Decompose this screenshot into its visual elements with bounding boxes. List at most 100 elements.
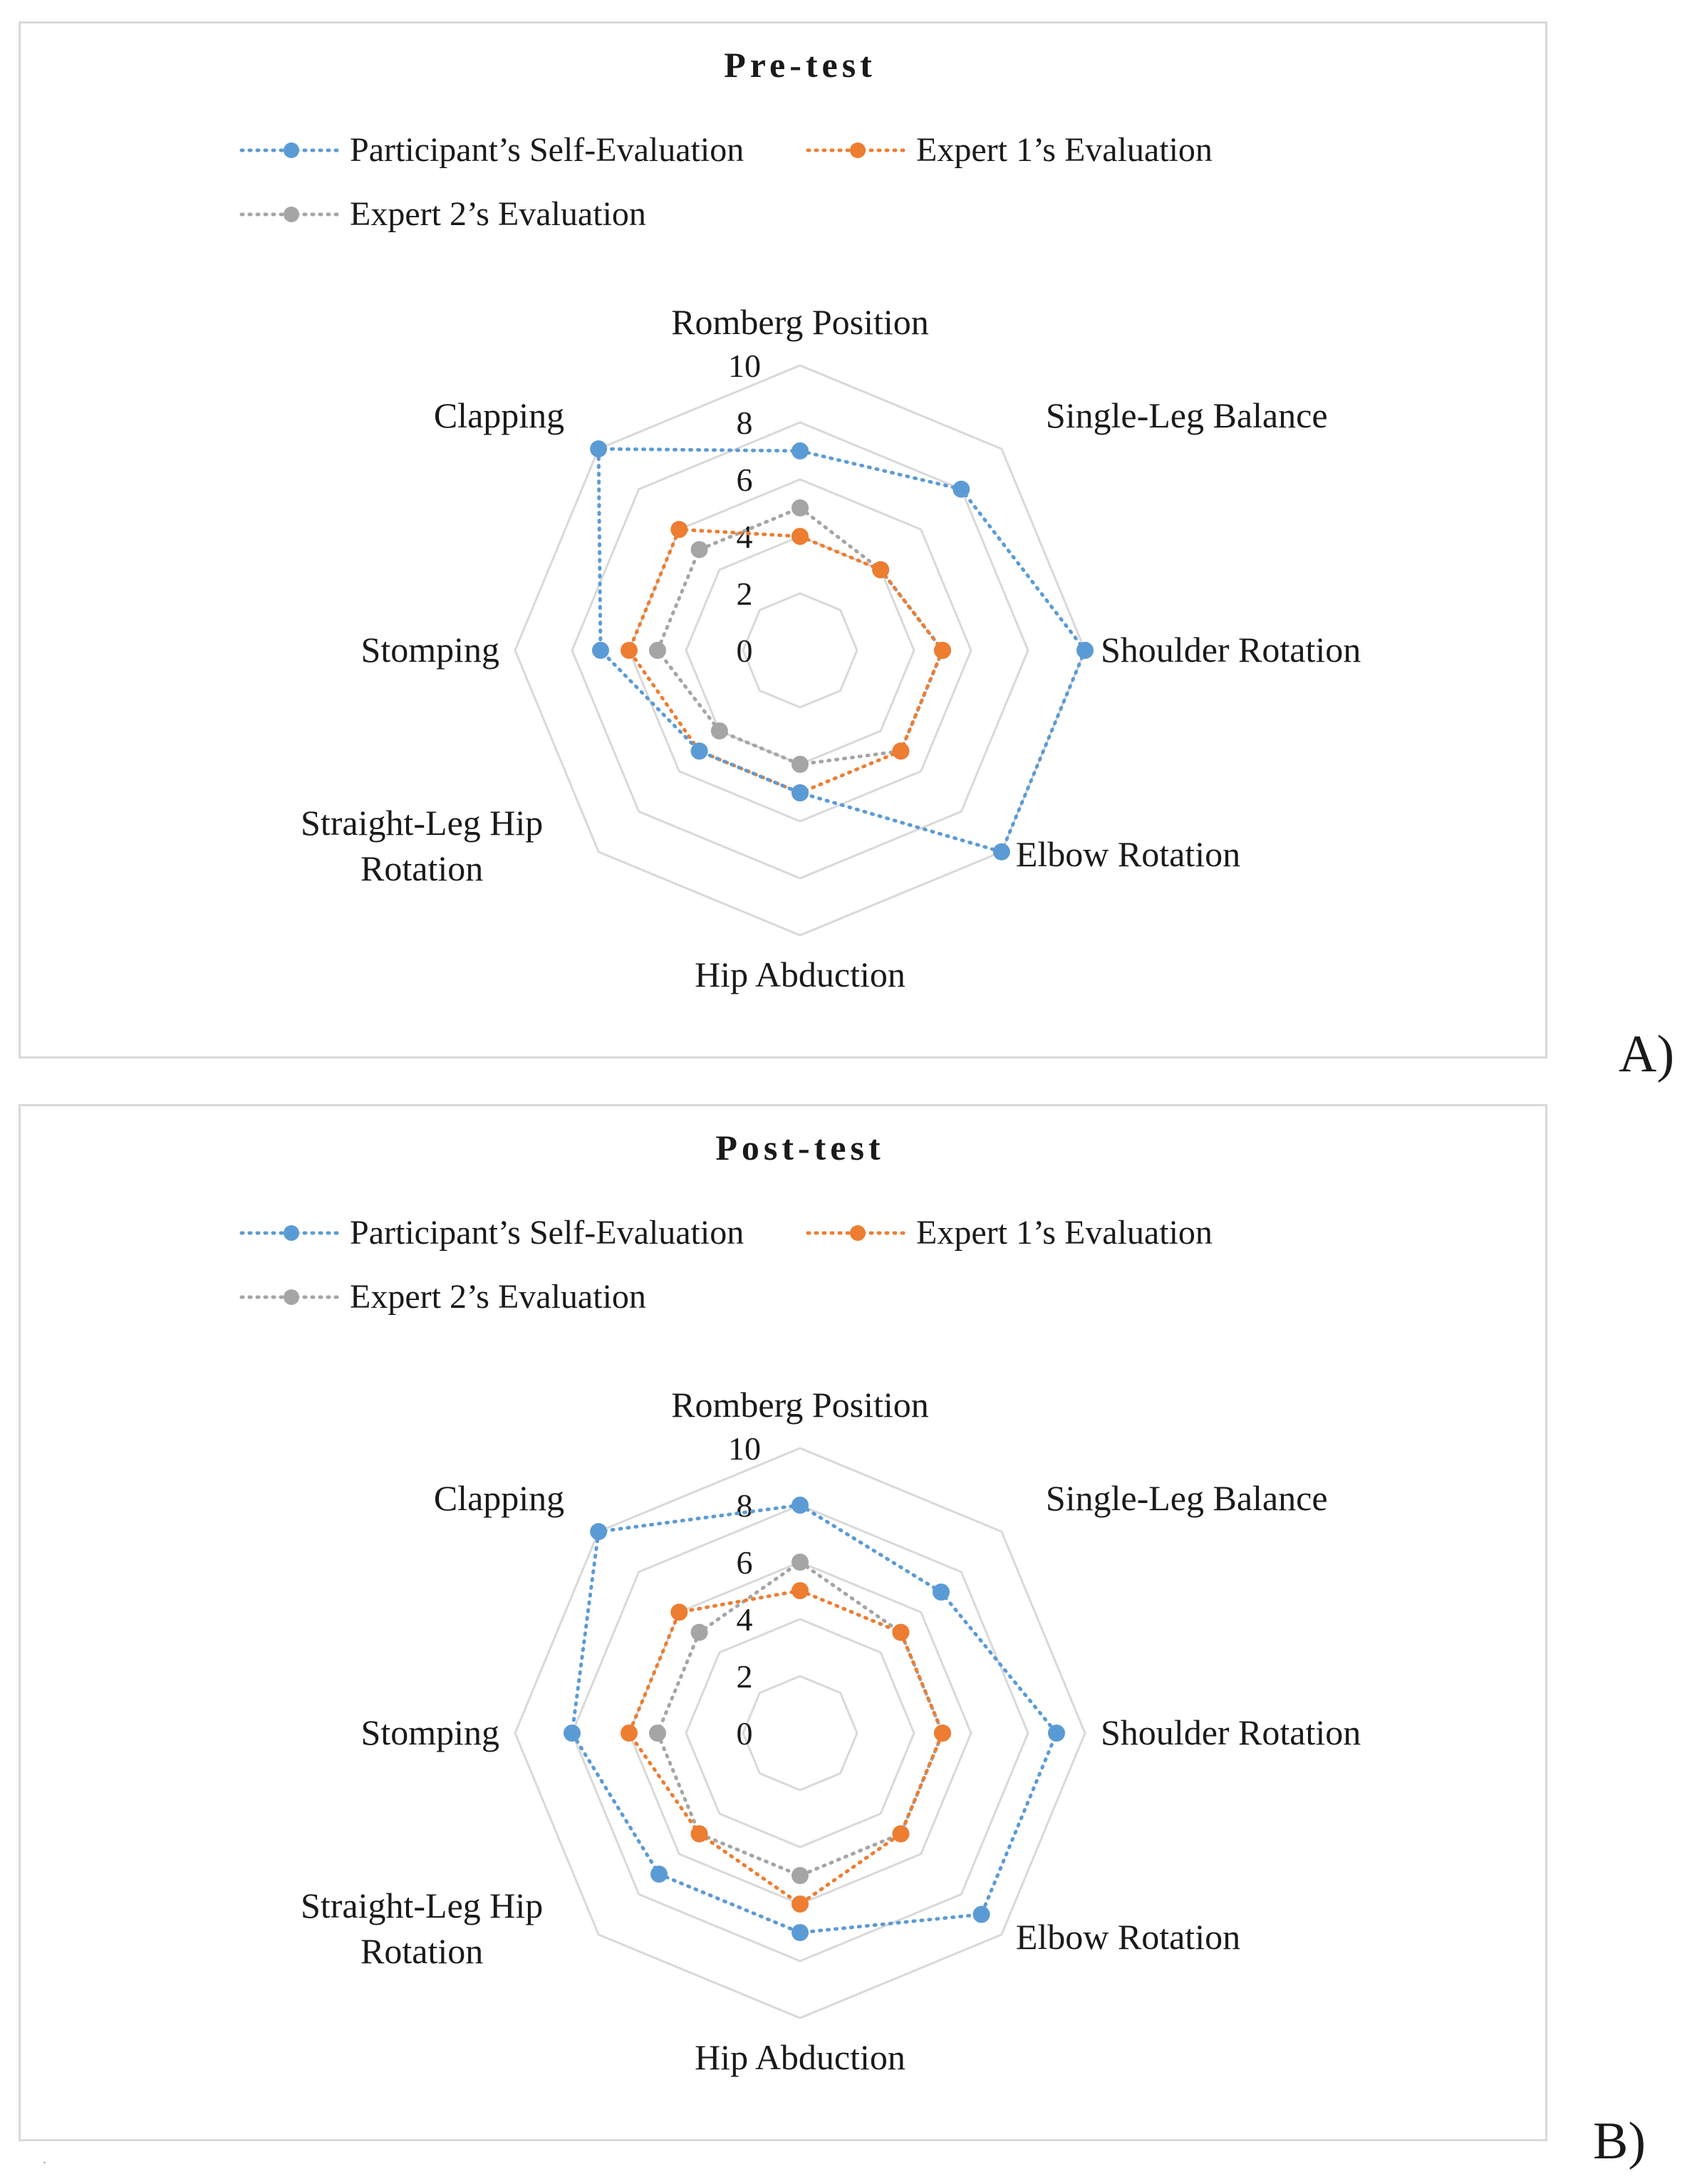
data-point-expert1-hip-abduction [792,1896,809,1913]
data-point-expert2-stomping [649,1725,666,1742]
grid-ring-6 [628,478,972,823]
data-point-participant-hip-abduction [792,784,809,801]
tick-label-10: 10 [728,1430,761,1467]
chart-title: Pre-test [724,45,876,85]
data-point-expert1-romberg-position [792,528,809,545]
legend-label-participant: Participant’s Self-Evaluation [350,1214,744,1252]
legend-marker-expert2 [284,1289,299,1305]
data-point-expert1-elbow-rotation [892,742,910,760]
series-line-participant [596,447,1087,854]
data-point-expert2-romberg-position [792,499,809,516]
data-point-expert1-single-leg-balance [892,1623,910,1641]
axis-label-line-1: Straight-Leg Hip [301,1886,543,1925]
data-point-expert2-romberg-position [792,1554,809,1571]
tick-label-10: 10 [728,348,761,384]
data-point-participant-clapping [590,1523,608,1541]
legend-item-expert1: Expert 1’s Evaluation [806,1214,1213,1252]
data-point-participant-hip-abduction [792,1924,809,1941]
data-point-expert1-single-leg-balance [872,561,890,578]
data-point-participant-elbow-rotation [992,843,1010,860]
data-point-participant-single-leg-balance [953,480,970,498]
data-point-participant-stomping [564,1725,581,1742]
legend-marker-expert1 [850,1225,866,1241]
panel-label-a: A) [1619,1025,1675,1083]
data-point-expert2-hip-abduction [792,756,809,773]
series-participant [564,1497,1065,1941]
series-line-expert1 [627,1588,945,1907]
axis-label-clapping: Clapping [434,395,564,435]
data-point-participant-straight-leg-hip-rotation [690,742,708,760]
axis-label-line-2: Rotation [360,848,483,888]
data-point-expert1-straight-leg-hip-rotation [690,1825,708,1843]
data-point-expert1-clapping [670,521,688,539]
legend-marker-expert2 [284,207,299,222]
axis-label-straight-leg-hip-rotation: Straight-Leg Hip Rotation [301,1886,543,1971]
grid-ring-2 [742,592,858,709]
data-point-expert1-stomping [621,1725,638,1742]
post-test-radar-chart: Post-test Participant’s Self-Evaluation Ex… [239,1128,1361,2077]
series-line-expert2 [655,1559,945,1878]
data-point-expert1-shoulder-rotation [934,642,951,659]
tick-label-2: 2 [737,1658,753,1695]
data-point-expert1-romberg-position [792,1582,809,1599]
axis-label-shoulder-rotation: Shoulder Rotation [1101,630,1361,670]
axis-label-hip-abduction: Hip Abduction [695,955,905,994]
grid-ring-2 [742,1675,858,1792]
chart-panel-pre-test: Pre-test Participant’s Self-Evaluation Exp… [19,21,1547,1059]
data-point-expert2-hip-abduction [792,1867,809,1884]
legend-label-expert2: Expert 2’s Evaluation [350,195,646,233]
tick-label-0: 0 [737,633,753,669]
axis-label-single-leg-balance: Single-Leg Balance [1046,1478,1328,1518]
axis-label-hip-abduction: Hip Abduction [695,2037,905,2077]
radar-grid [514,364,1086,937]
chart-title: Post-test [715,1128,884,1168]
data-point-participant-romberg-position [792,1497,809,1514]
data-point-participant-shoulder-rotation [1076,642,1094,659]
data-point-expert1-shoulder-rotation [934,1725,951,1742]
tick-label-4: 4 [737,519,753,555]
grid-ring-10 [514,364,1086,937]
grid-ring-8 [571,1504,1029,1962]
tick-label-8: 8 [737,405,753,441]
legend-label-expert1: Expert 1’s Evaluation [916,1214,1213,1252]
data-point-expert2-straight-leg-hip-rotation [710,722,728,740]
footnote-mark: . [43,2151,46,2167]
chart-panel-post-test: Post-test Participant’s Self-Evaluation Ex… [19,1104,1547,2141]
data-point-participant-romberg-position [792,442,809,459]
tick-label-6: 6 [737,462,753,498]
data-point-participant-straight-leg-hip-rotation [650,1865,668,1883]
axis-label-straight-leg-hip-rotation: Straight-Leg Hip Rotation [301,803,543,888]
legend-marker-participant [284,1225,299,1241]
data-point-expert1-clapping [670,1603,688,1621]
data-point-expert1-stomping [621,642,638,659]
axis-label-elbow-rotation: Elbow Rotation [1016,1917,1240,1957]
tick-label-2: 2 [737,576,753,612]
legend-label-participant: Participant’s Self-Evaluation [350,131,744,169]
tick-label-8: 8 [737,1487,753,1524]
legend-label-expert1: Expert 1’s Evaluation [916,131,1213,169]
data-point-expert2-clapping [690,1623,708,1641]
data-point-participant-elbow-rotation [972,1905,990,1923]
data-point-expert1-elbow-rotation [892,1825,910,1843]
grid-ring-10 [514,1447,1086,2019]
legend-marker-expert1 [850,142,866,158]
series-expert1 [621,1582,951,1913]
data-point-participant-single-leg-balance [932,1584,950,1601]
legend-item-participant: Participant’s Self-Evaluation [239,1214,744,1252]
axis-label-romberg-position: Romberg Position [671,1385,929,1425]
axis-label-line-1: Straight-Leg Hip [301,803,543,843]
axis-label-stomping: Stomping [361,1712,499,1752]
data-point-expert2-stomping [649,642,666,659]
tick-label-4: 4 [737,1601,753,1638]
axis-label-clapping: Clapping [434,1478,564,1518]
legend-item-expert2: Expert 2’s Evaluation [239,195,646,233]
series-participant [590,440,1094,860]
axis-label-shoulder-rotation: Shoulder Rotation [1101,1712,1361,1752]
series-line-participant [570,1503,1059,1935]
data-point-participant-shoulder-rotation [1048,1725,1065,1742]
pre-test-radar-chart: Pre-test Participant’s Self-Evaluation Exp… [239,45,1361,994]
axis-label-stomping: Stomping [361,630,499,670]
axis-label-elbow-rotation: Elbow Rotation [1016,834,1240,874]
legend-item-expert1: Expert 1’s Evaluation [806,131,1213,169]
legend-label-expert2: Expert 2’s Evaluation [350,1278,646,1316]
